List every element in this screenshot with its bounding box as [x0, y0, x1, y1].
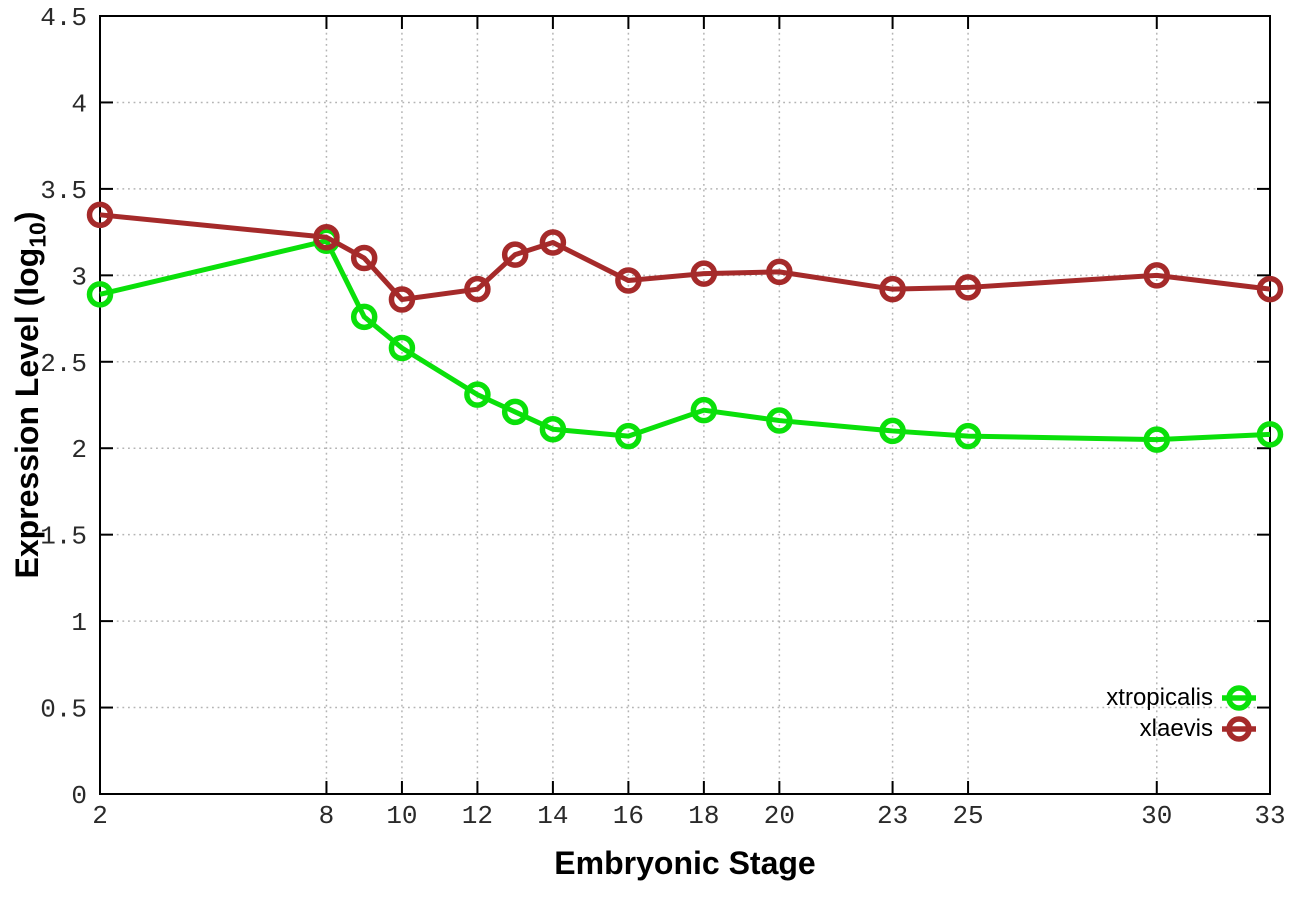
data-point	[1256, 421, 1284, 448]
line-circle-marker-icon	[1222, 716, 1256, 742]
legend: xtropicalis xlaevis	[1106, 684, 1256, 742]
data-point	[690, 260, 718, 287]
data-point	[954, 274, 982, 301]
legend-item-xlaevis: xlaevis	[1139, 715, 1256, 742]
data-point	[766, 258, 793, 286]
data-point	[690, 396, 718, 424]
x-tick-label: 30	[1141, 801, 1172, 831]
y-tick-label: 2.5	[40, 349, 87, 379]
series-xtropicalis	[86, 227, 1284, 453]
x-tick-label: 20	[764, 801, 795, 831]
y-axis-title: Expression Level (log10)	[9, 211, 50, 579]
y-axis-title-suffix: )	[9, 211, 45, 223]
data-point	[539, 229, 567, 256]
series-line	[99, 238, 1271, 443]
data-point	[615, 422, 642, 450]
y-tick-label: 2	[71, 435, 87, 465]
data-point	[350, 303, 378, 331]
x-tick-label: 8	[319, 801, 335, 831]
x-tick-label: 2	[92, 801, 108, 831]
y-tick-label: 0.5	[40, 695, 87, 725]
x-axis-title: Embryonic Stage	[554, 845, 816, 881]
series-line	[99, 212, 1271, 303]
x-tick-label: 33	[1254, 801, 1285, 831]
y-tick-label: 1	[71, 608, 87, 638]
data-point	[86, 281, 114, 308]
legend-item-xtropicalis: xtropicalis	[1106, 684, 1256, 711]
y-tick-label: 1.5	[40, 522, 87, 552]
legend-label-xlaevis: xlaevis	[1139, 715, 1213, 742]
y-axis-title-text: Expression Level (log	[9, 247, 45, 579]
y-axis-title-subscript: 10	[24, 222, 51, 248]
data-point	[954, 422, 982, 450]
data-point	[86, 201, 114, 229]
data-point	[1143, 426, 1171, 453]
data-point	[1256, 275, 1284, 303]
x-tick-label: 23	[877, 801, 908, 831]
x-tick-label: 12	[462, 801, 493, 831]
data-point	[388, 334, 416, 362]
legend-label-xtropicalis: xtropicalis	[1106, 684, 1213, 711]
data-point	[1143, 262, 1171, 289]
data-point	[501, 398, 529, 426]
data-point	[879, 417, 906, 445]
gridlines	[100, 16, 1270, 794]
plot-border	[99, 15, 1271, 795]
x-tick-label: 16	[613, 801, 644, 831]
data-point	[539, 415, 567, 443]
x-tick-label: 18	[688, 801, 719, 831]
tick-labels: 2 8 10 12 14 16 18 20 23 25 30 33 0 0.5 1 1.5 2 2.5 3 3.5 4 4…	[40, 3, 1285, 831]
data-point	[615, 267, 642, 294]
data-point	[766, 407, 793, 434]
x-tick-label: 25	[952, 801, 983, 831]
line-circle-marker-icon	[1222, 685, 1256, 711]
y-tick-label: 0	[71, 781, 87, 811]
y-tick-label: 4.5	[40, 3, 87, 33]
data-point	[464, 381, 491, 408]
x-tick-label: 14	[537, 801, 568, 831]
data-point	[388, 286, 416, 313]
y-tick-label: 4	[71, 89, 87, 119]
data-point	[313, 224, 340, 251]
tick-marks	[99, 15, 1271, 795]
data-point	[501, 241, 529, 268]
series-xlaevis	[86, 201, 1284, 313]
y-tick-label: 3.5	[40, 176, 87, 206]
data-point	[464, 275, 491, 303]
x-tick-label: 10	[386, 801, 417, 831]
y-tick-label: 3	[71, 262, 87, 292]
data-point	[350, 244, 378, 272]
data-point	[879, 275, 906, 303]
